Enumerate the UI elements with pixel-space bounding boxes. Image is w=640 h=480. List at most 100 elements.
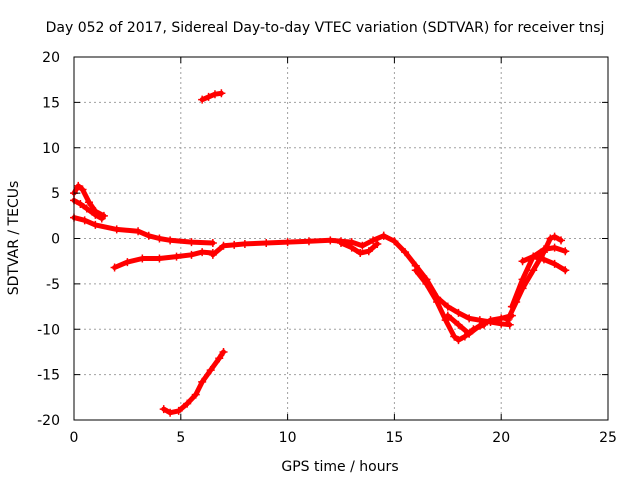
data-point	[304, 237, 313, 246]
data-point	[112, 225, 121, 234]
data-point	[198, 248, 207, 257]
y-tick-label: 0	[51, 232, 60, 248]
data-point	[283, 238, 292, 247]
y-axis-label: SDTVAR / TECUs	[6, 181, 22, 296]
data-point	[219, 347, 228, 356]
data-point	[166, 236, 175, 245]
data-point	[561, 266, 570, 275]
data-point	[191, 390, 200, 399]
series-arc-descend	[71, 215, 216, 246]
data-point	[503, 316, 512, 325]
grid	[74, 57, 608, 420]
data-point	[240, 239, 249, 248]
y-tick-label: -20	[37, 413, 60, 429]
data-point	[529, 266, 538, 275]
data-point	[454, 320, 463, 329]
x-tick-label: 15	[385, 430, 403, 446]
data-point	[123, 258, 132, 267]
x-tick-label: 20	[492, 430, 510, 446]
data-point	[507, 302, 516, 311]
x-axis-label: GPS time / hours	[281, 459, 398, 475]
data-point	[138, 254, 147, 263]
data-point	[390, 237, 399, 246]
data-point	[80, 216, 89, 225]
data-point	[518, 257, 527, 266]
axis-ticks: 0 5 10 15 20 25 -20 -15 -10 -5 0 5 10 15 20	[37, 50, 617, 446]
data-point	[356, 249, 365, 258]
data-point	[206, 366, 215, 375]
data-point	[174, 406, 183, 415]
data-point	[475, 321, 484, 330]
y-tick-label: -5	[46, 277, 60, 293]
data-point	[187, 250, 196, 259]
y-tick-label: 20	[42, 50, 60, 66]
data-point	[204, 92, 213, 101]
data-point	[450, 332, 459, 341]
data-point	[97, 214, 106, 223]
data-point	[76, 200, 85, 209]
data-point	[155, 254, 164, 263]
y-tick-label: 10	[42, 141, 60, 157]
data-point	[134, 227, 143, 236]
data-point	[326, 236, 335, 245]
data-point	[172, 252, 181, 261]
data-point	[337, 239, 345, 248]
data-point	[529, 252, 538, 261]
data-point	[166, 408, 175, 417]
data-point	[539, 245, 548, 254]
x-tick-label: 5	[176, 430, 185, 446]
data-point	[379, 231, 388, 240]
data-point	[198, 95, 207, 104]
data-point	[110, 263, 119, 272]
data-point	[550, 259, 559, 268]
data-point	[557, 236, 566, 245]
chart-title: Day 052 of 2017, Sidereal Day-to-day VTE…	[46, 20, 605, 36]
data-point	[347, 243, 356, 252]
data-point	[230, 240, 239, 249]
x-tick-label: 0	[70, 430, 79, 446]
data-point	[497, 314, 506, 323]
data-point	[159, 405, 168, 414]
data-point	[433, 298, 442, 307]
data-point	[550, 232, 559, 241]
data-point	[422, 279, 431, 288]
data-point	[505, 320, 514, 329]
data-point	[187, 238, 196, 247]
data-point	[369, 236, 378, 245]
data-point	[401, 248, 410, 257]
data-point	[262, 239, 271, 248]
data-point	[78, 185, 87, 194]
data-point	[373, 239, 382, 248]
data-point	[364, 247, 373, 256]
data-point	[219, 241, 228, 250]
data-point	[454, 336, 463, 345]
y-tick-label: -10	[37, 322, 60, 338]
data-point	[84, 198, 93, 207]
data-point	[208, 250, 217, 259]
y-tick-label: -15	[37, 368, 60, 384]
data-point	[443, 311, 452, 320]
data-point	[518, 275, 527, 284]
data-point	[454, 308, 463, 317]
data-point	[539, 255, 548, 264]
data-point	[215, 354, 224, 363]
data-point	[465, 329, 474, 338]
data-point	[183, 399, 192, 408]
data-series	[70, 89, 570, 417]
data-point	[208, 239, 217, 248]
y-tick-label: 15	[42, 95, 60, 111]
x-tick-label: 10	[279, 430, 297, 446]
data-point	[411, 266, 420, 275]
data-point	[358, 241, 367, 250]
data-point	[144, 231, 153, 240]
data-point	[460, 332, 469, 341]
y-tick-label: 5	[51, 186, 60, 202]
data-point	[441, 316, 450, 325]
data-point	[74, 181, 83, 190]
data-point	[486, 316, 495, 325]
data-point	[198, 377, 207, 386]
x-tick-label: 25	[599, 430, 617, 446]
data-point	[550, 243, 559, 252]
data-point	[91, 220, 100, 229]
